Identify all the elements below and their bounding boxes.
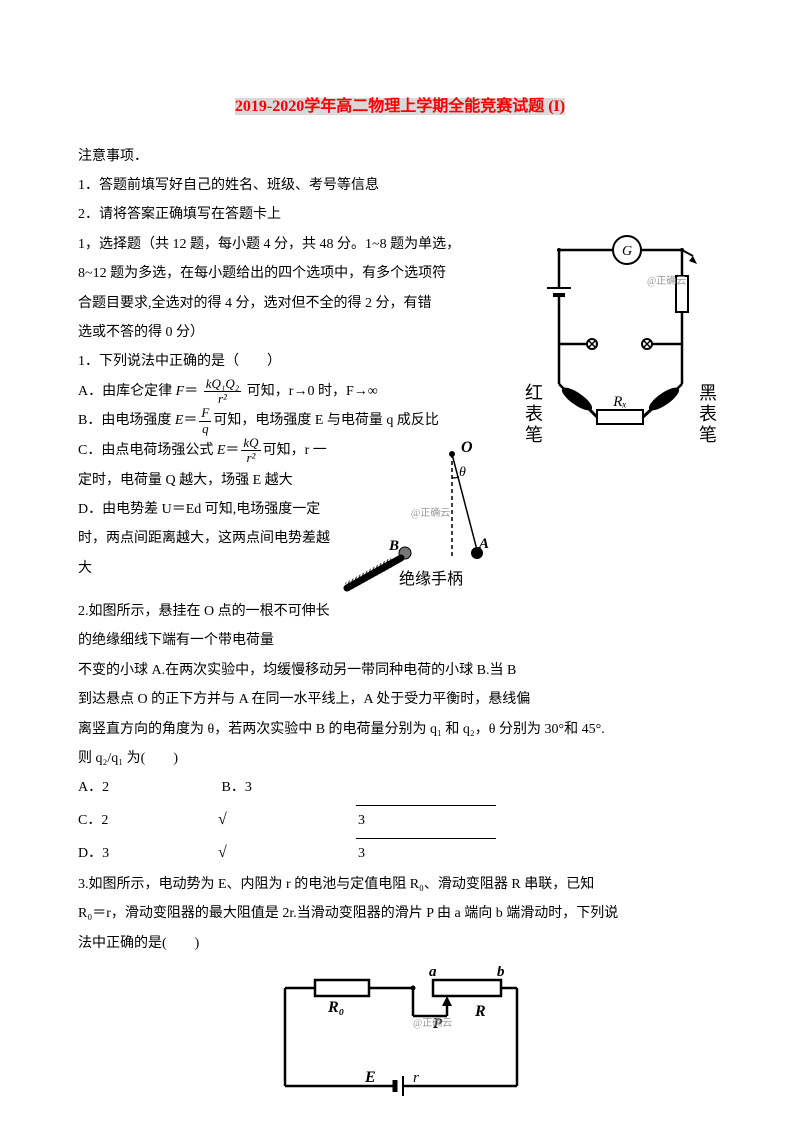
q1-optC-pre: C．由点电荷场强公式 xyxy=(78,443,217,458)
watermark-3: @正确云 xyxy=(413,1016,452,1029)
q1-optB-den: q xyxy=(199,422,211,436)
d2-theta: θ xyxy=(459,465,466,480)
title-rest: 学年高二物理上学期全能竞赛试题 (I) xyxy=(304,98,565,115)
q2-l2: 不变的小球 A.在两次实验中，均缓慢移动另一带同种电荷的小球 B.当 B xyxy=(78,656,722,685)
pendulum-diagram: O θ A B 绝缘手柄 @正确云 xyxy=(339,438,489,604)
d3-a: a xyxy=(429,966,437,980)
circuit-diagram-1: G @正确云 xyxy=(497,234,722,475)
d2-handle: 绝缘手柄 xyxy=(399,570,463,588)
q2-l5: 则 q₂/q₁ 为( ) xyxy=(78,744,722,773)
watermark-2: @正确云 xyxy=(411,506,450,519)
q1-optA-den: r² xyxy=(204,392,242,406)
rx-label: Rₓ xyxy=(612,394,626,410)
q1-optB-post: 可知，电场强度 E 与电荷量 q 成反比 xyxy=(213,413,439,428)
q3-l3: 法中正确的是( ) xyxy=(78,929,722,958)
q3-l2: R₀＝r，滑动变阻器的最大阻值是 2r.当滑动变阻器的滑片 P 由 a 端向 b… xyxy=(78,899,722,928)
d3-b: b xyxy=(497,966,505,980)
q1-optA-post: 可知，r→0 时，F→∞ xyxy=(247,384,378,399)
q1-optA-F: F xyxy=(176,384,185,399)
q2-optB: B．3 xyxy=(222,773,362,802)
q2-l4: 离竖直方向的角度为 θ，若两次实验中 B 的电荷量分别为 q₁ 和 q₂，θ 分… xyxy=(78,715,722,744)
d3-R: R xyxy=(474,1003,486,1020)
watermark-1: @正确云 xyxy=(647,274,686,287)
d3-R0: R₀ xyxy=(327,999,344,1016)
q1-optA-num: kQ₁Q₂ xyxy=(204,377,242,392)
d2-B: B xyxy=(388,538,399,554)
notice-2: 2．请将答案正确填写在答题卡上 xyxy=(78,200,722,229)
red-pen-l1: 红 xyxy=(525,383,543,403)
q1-optB-E: E xyxy=(175,413,184,428)
d3-E: E xyxy=(364,1069,376,1086)
q2-opts-1: A．2 B．3 xyxy=(78,773,722,802)
black-pen-l1: 黑 xyxy=(699,383,717,403)
circuit-diagram-3: R₀ a b P R @正确云 E r xyxy=(78,966,722,1117)
q1-optC-den: r² xyxy=(241,451,260,465)
q1-optC-E: E xyxy=(217,443,226,458)
black-pen-l2: 表 xyxy=(699,404,717,424)
d2-O: O xyxy=(461,439,473,456)
title-year: 2019-2020 xyxy=(235,98,304,115)
q2-optC: C．2√3 xyxy=(78,803,496,837)
q3-l1: 3.如图所示，电动势为 E、内阻为 r 的电池与定值电阻 R₀、滑动变阻器 R … xyxy=(78,870,722,899)
q2-optD: D．3√3 xyxy=(78,836,496,870)
q2-optA: A．2 xyxy=(78,773,218,802)
page-title: 2019-2020学年高二物理上学期全能竞赛试题 (I) xyxy=(78,90,722,124)
q1-optB-num: F xyxy=(199,406,211,421)
q2-opts-2: C．2√3 D．3√3 xyxy=(78,803,722,870)
red-pen-l2: 表 xyxy=(525,404,543,424)
notice-header: 注意事项． xyxy=(78,142,722,171)
q1-optA-pre: A．由库仑定律 xyxy=(78,384,176,399)
q2-l1: 2.如图所示，悬挂在 O 点的一根不可伸长的绝缘细线下端有一个带电荷量 xyxy=(78,597,722,656)
notice-1: 1．答题前填写好自己的姓名、班级、考号等信息 xyxy=(78,171,722,200)
black-pen-l3: 笔 xyxy=(699,425,717,445)
d3-r: r xyxy=(413,1070,419,1086)
d2-A: A xyxy=(478,536,489,552)
q1-optB-pre: B．由电场强度 xyxy=(78,413,175,428)
q1-optC-num: kQ xyxy=(241,436,260,451)
q2-l3: 到达悬点 O 的正下方并与 A 在同一水平线上，A 处于受力平衡时，悬线偏 xyxy=(78,685,722,714)
galvanometer-label: G xyxy=(622,244,632,259)
red-pen-l3: 笔 xyxy=(525,425,543,445)
